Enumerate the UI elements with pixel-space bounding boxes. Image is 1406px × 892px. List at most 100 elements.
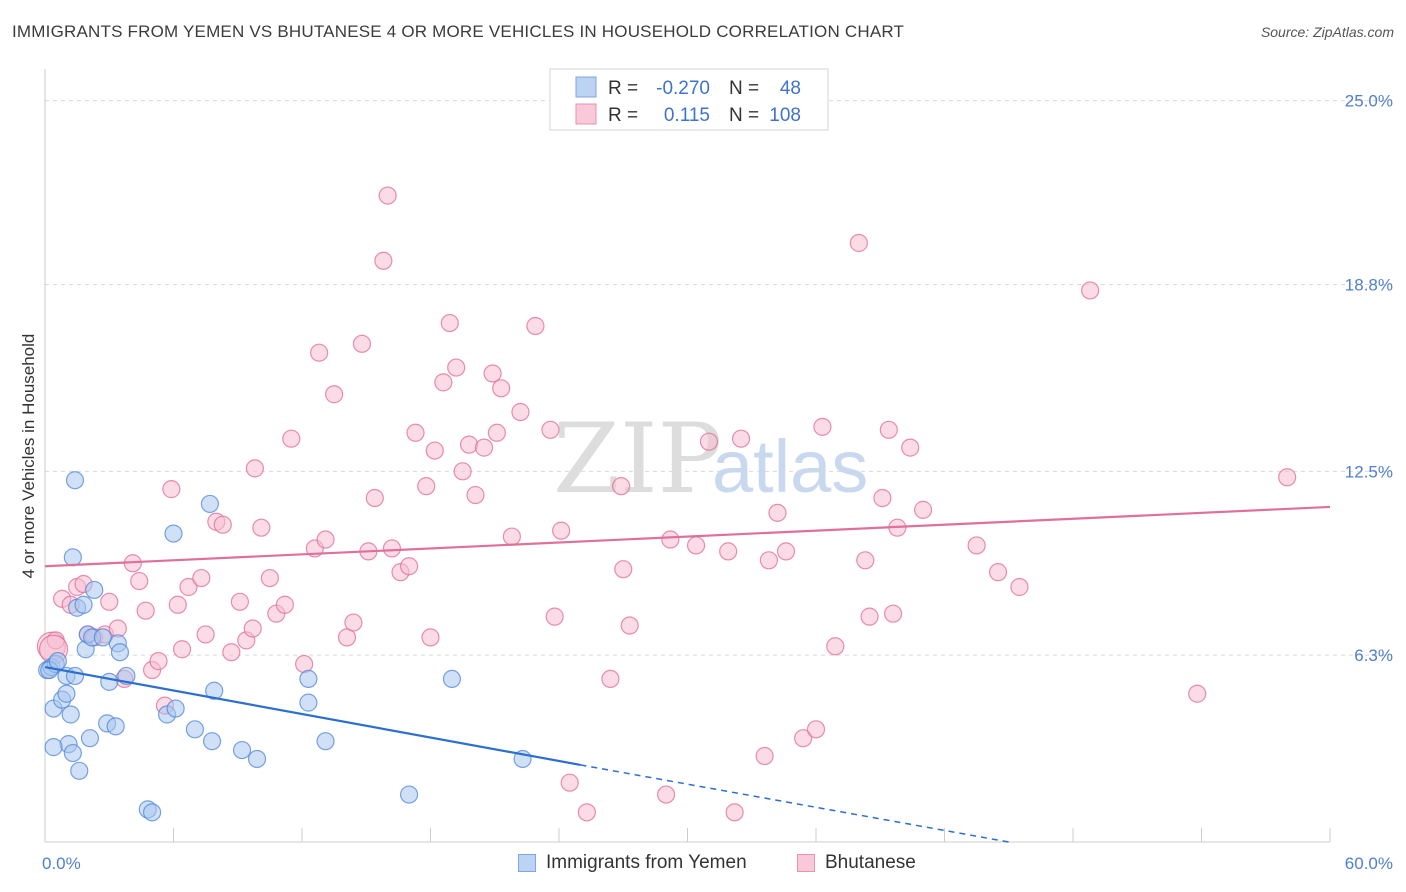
bhutanese-point-30 — [245, 459, 264, 478]
bhutanese-point-60 — [466, 485, 485, 505]
bottom-legend: Immigrants from Yemen Bhutanese — [0, 852, 1406, 878]
yemen-point-8 — [44, 738, 63, 757]
x-tick-label-1: 60.0% — [1345, 854, 1393, 873]
bhutanese-point-72 — [577, 803, 596, 822]
bhutanese-point-29 — [243, 619, 262, 638]
bhutanese-point-26 — [222, 643, 241, 662]
bhutanese-point-64 — [492, 379, 511, 398]
bhutanese-point-62 — [483, 364, 502, 383]
yemen-point-7 — [57, 684, 76, 703]
legend-n-label-2: N = — [729, 105, 759, 126]
bhutanese-point-93 — [856, 551, 875, 570]
yemen-point-31 — [164, 524, 183, 543]
bhutanese-point-32 — [260, 568, 279, 588]
yemen-point-32 — [166, 699, 185, 718]
bhutanese-point-47 — [378, 186, 397, 205]
yemen-point-14 — [65, 471, 85, 490]
yemen-point-11 — [65, 666, 85, 686]
bhutanese-point-21 — [179, 577, 198, 597]
bhutanese-point-85 — [759, 551, 778, 570]
bhutanese-point-57 — [447, 358, 466, 377]
trend-lines — [44, 505, 1331, 843]
bhutanese-point-50 — [399, 557, 419, 576]
bhutanese-point-35 — [282, 429, 301, 448]
bhutanese-point-14 — [136, 601, 155, 620]
bhutanese-point-84 — [755, 746, 774, 766]
yemen-point-47 — [93, 628, 112, 647]
x-tick-label-0: 0.0% — [42, 854, 81, 873]
source-label: Source: ZipAtlas.com — [1260, 24, 1394, 40]
legend-r-label-1: R = — [608, 78, 638, 99]
bhutanese-point-31 — [252, 518, 271, 537]
bhutanese-point-79 — [686, 536, 706, 555]
bhutanese-point-73 — [601, 669, 620, 689]
yemen-point-24 — [106, 717, 125, 736]
bhutanese-point-34 — [275, 595, 294, 614]
bhutanese-point-97 — [883, 604, 903, 623]
bhutanese-point-99 — [901, 438, 920, 457]
bottom-legend-yemen: Immigrants from Yemen — [518, 852, 747, 874]
legend-swatch-pink — [575, 103, 597, 125]
bhutanese-point-45 — [365, 488, 384, 508]
bhutanese-point-103 — [1010, 577, 1029, 597]
bhutanese-point-22 — [192, 568, 211, 588]
y-axis-label: 4 or more Vehicles in Household — [19, 334, 38, 579]
bhutanese-point-23 — [196, 625, 215, 644]
grid-lines — [45, 100, 1392, 656]
bhutanese-point-87 — [776, 542, 796, 561]
bottom-legend-label-yemen: Immigrants from Yemen — [546, 852, 747, 873]
bhutanese-point-25 — [213, 515, 232, 534]
bhutanese-point-43 — [352, 334, 372, 353]
yemen-point-22 — [100, 672, 119, 691]
bhutanese-point-81 — [719, 542, 738, 561]
yemen-point-37 — [232, 740, 252, 760]
yemen-point-40 — [299, 693, 318, 712]
bhutanese-point-13 — [130, 571, 149, 591]
yemen-point-46 — [48, 652, 67, 671]
bhutanese-point-86 — [768, 503, 787, 522]
bhutanese-point-78 — [661, 530, 680, 549]
bhutanese-point-46 — [374, 251, 393, 270]
bhutanese-point-48 — [382, 539, 402, 558]
bhutanese-point-53 — [421, 628, 440, 647]
yemen-point-43 — [442, 669, 462, 689]
y-tick-label-2: 18.8% — [1345, 276, 1393, 295]
bhutanese-point-58 — [453, 462, 472, 481]
legend-r-value-2: 0.115 — [664, 105, 710, 126]
yemen-point-9 — [61, 705, 80, 724]
yemen-point-12 — [63, 548, 82, 567]
bhutanese-point-55 — [434, 373, 453, 392]
yemen-point-36 — [205, 681, 224, 700]
bhutanese-point-71 — [560, 773, 579, 792]
bottom-legend-swatch-bhutanese — [797, 854, 815, 872]
watermark-zip: ZIP — [553, 403, 722, 515]
bhutanese-point-42 — [344, 613, 363, 632]
legend-n-value-2: 108 — [769, 105, 801, 126]
bhutanese-point-80 — [699, 432, 719, 451]
bhutanese-point-40 — [325, 385, 344, 404]
bhutanese-point-91 — [826, 637, 845, 656]
bhutanese-point-27 — [230, 592, 249, 611]
legend-r-label-2: R = — [608, 105, 638, 126]
bhutanese-point-96 — [879, 420, 898, 439]
bhutanese-point-90 — [813, 417, 832, 436]
bhutanese-point-52 — [417, 477, 436, 496]
yemen-point-38 — [247, 749, 267, 769]
yemen-points — [38, 471, 532, 822]
bhutanese-point-100 — [913, 500, 933, 519]
bhutanese-point-104 — [1081, 281, 1100, 300]
bhutanese-point-66 — [511, 402, 530, 422]
bhutanese-point-19 — [168, 595, 187, 614]
yemen-point-39 — [299, 669, 318, 689]
y-tick-label-1: 12.5% — [1345, 462, 1393, 481]
bhutanese-point-54 — [425, 441, 444, 460]
yemen-point-29 — [142, 803, 162, 822]
bhutanese-point-101 — [967, 536, 986, 555]
bhutanese-point-82 — [725, 803, 744, 822]
bhutanese-point-94 — [860, 607, 879, 626]
bottom-legend-swatch-yemen — [518, 854, 536, 872]
legend-r-value-1: -0.270 — [656, 78, 710, 99]
bhutanese-point-106 — [1188, 684, 1207, 703]
bhutanese-point-63 — [487, 423, 506, 442]
